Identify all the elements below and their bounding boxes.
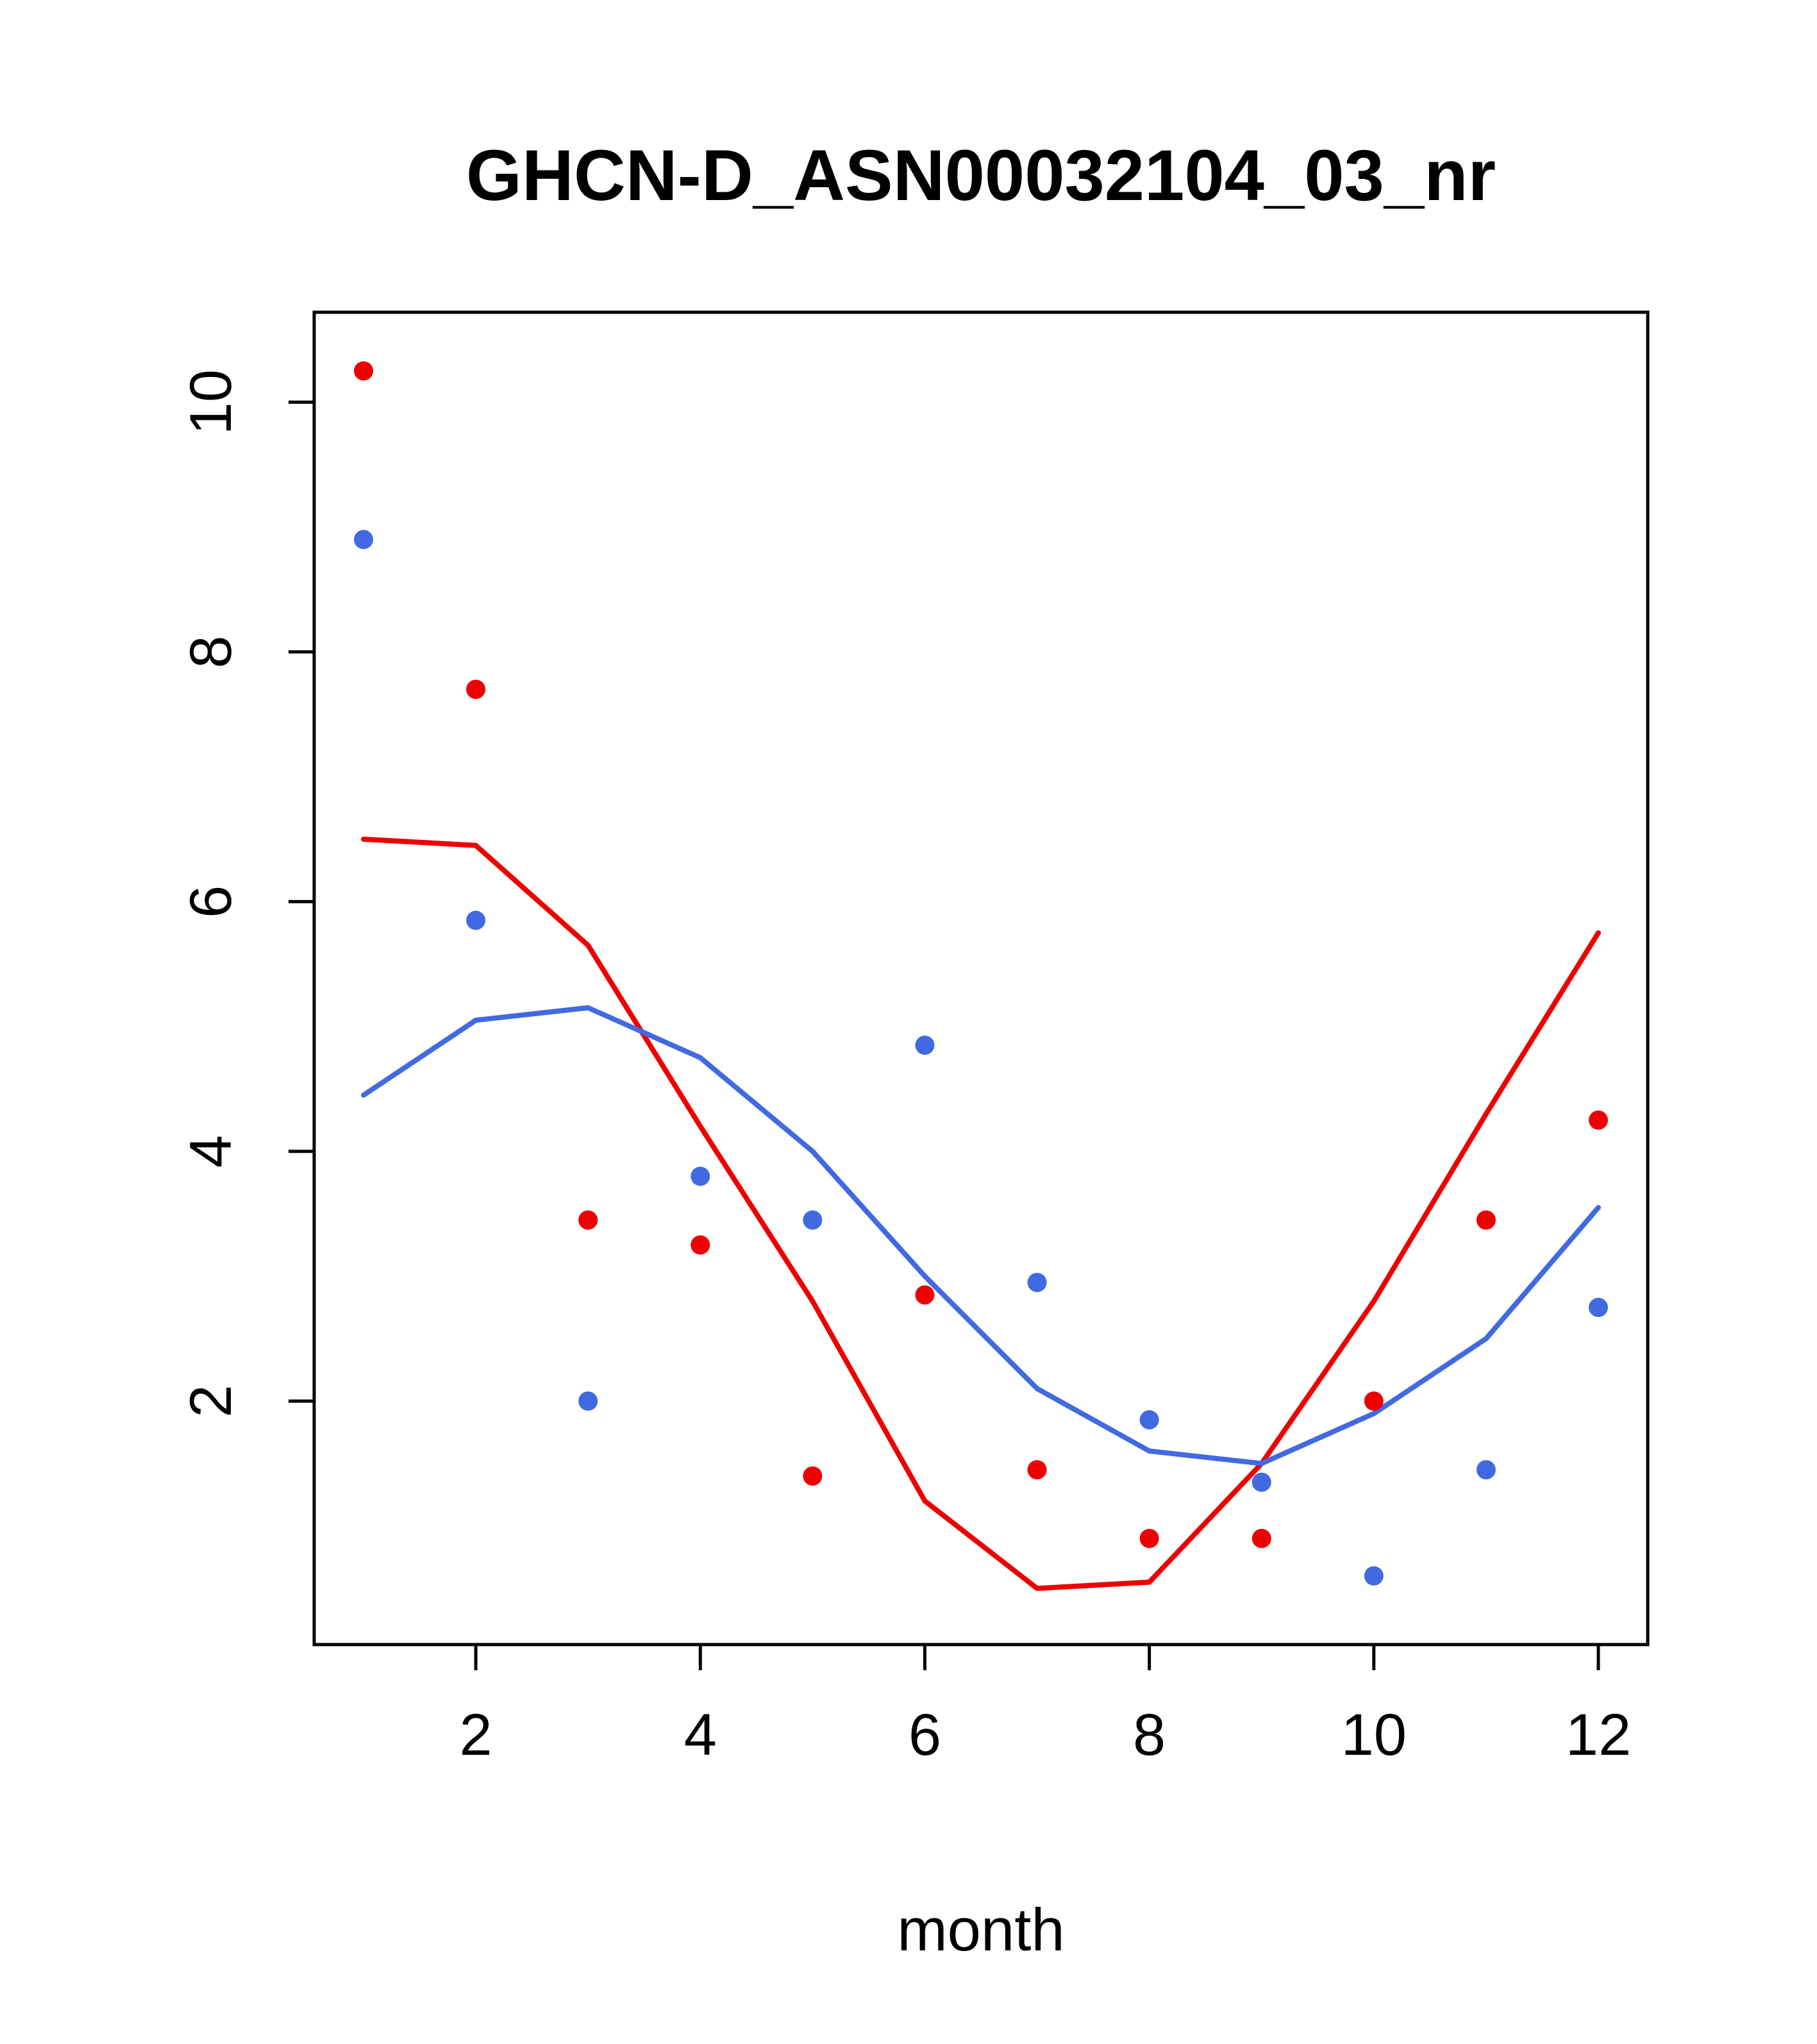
blue-points-point (466, 910, 486, 930)
blue-line (361, 1005, 1601, 1466)
red-points-point (578, 1210, 598, 1230)
x-tick-label: 10 (1341, 1702, 1407, 1768)
red-points-point (1476, 1210, 1496, 1230)
x-tick-label: 6 (908, 1702, 941, 1768)
blue-points-point (1588, 1298, 1608, 1318)
red-points-point (915, 1285, 935, 1305)
x-axis: 2 4 6 8 10 12 (460, 1645, 1631, 1768)
blue-points-point (691, 1166, 710, 1186)
blue-points-point (1476, 1460, 1496, 1480)
x-axis-label: month (897, 1896, 1064, 1963)
blue-points-point (578, 1391, 598, 1411)
y-axis: 2 4 6 8 10 (178, 369, 314, 1418)
red-points-point (1139, 1529, 1159, 1548)
blue-points-point (915, 1035, 935, 1055)
blue-points-point (1139, 1410, 1159, 1430)
blue-points-point (1027, 1273, 1047, 1293)
blue-points-point (1364, 1566, 1384, 1586)
x-tick-label: 8 (1133, 1702, 1166, 1768)
x-tick-label: 2 (460, 1702, 492, 1768)
red-points-point (354, 361, 374, 381)
x-tick-label: 4 (684, 1702, 717, 1768)
red-points-point (1027, 1460, 1047, 1480)
red-line (361, 836, 1601, 1591)
y-tick-label: 4 (178, 1135, 244, 1168)
red-points-point (466, 680, 486, 699)
red-points-point (1588, 1110, 1608, 1130)
blue-points-point (803, 1210, 823, 1230)
red-points-point (691, 1235, 710, 1255)
plot-border (312, 310, 1650, 1646)
red-points-point (1252, 1529, 1271, 1548)
x-tick-label: 12 (1566, 1702, 1631, 1768)
blue-points-point (1252, 1472, 1271, 1492)
y-tick-label: 2 (178, 1385, 244, 1418)
y-tick-label: 6 (178, 885, 244, 918)
chart-title: GHCN-D_ASN00032104_03_nr (466, 135, 1496, 215)
red-points-point (1364, 1391, 1384, 1411)
y-tick-label: 8 (178, 635, 244, 668)
blue-points-point (354, 530, 374, 549)
y-tick-label: 10 (178, 369, 244, 435)
series-layer (354, 361, 1608, 1591)
red-points-point (803, 1466, 823, 1486)
